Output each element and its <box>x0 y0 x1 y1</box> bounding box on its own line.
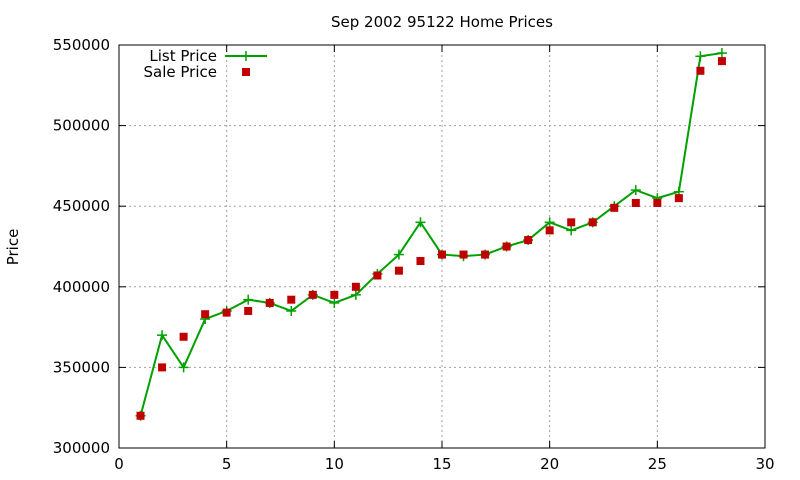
legend-item: Sale Price <box>144 63 250 81</box>
x-tick-label: 20 <box>540 455 559 473</box>
data-point <box>696 66 705 75</box>
legend-swatch-marker <box>241 51 251 61</box>
data-point <box>330 290 339 299</box>
y-axis-label: Price <box>4 229 22 266</box>
x-tick-label: 0 <box>114 455 124 473</box>
data-point <box>416 257 425 266</box>
data-point <box>308 290 317 299</box>
y-tick-label: 450000 <box>53 197 110 215</box>
x-tick-label: 15 <box>432 455 451 473</box>
data-point <box>674 194 683 203</box>
data-point <box>350 289 361 300</box>
series-sale-price <box>136 57 726 420</box>
data-point <box>393 249 404 260</box>
data-point <box>243 294 254 305</box>
data-point <box>222 308 231 317</box>
x-tick-label: 25 <box>648 455 667 473</box>
data-point <box>653 198 662 207</box>
data-point <box>351 282 360 291</box>
data-point <box>567 218 576 227</box>
data-point <box>716 48 727 59</box>
data-point <box>545 226 554 235</box>
y-tick-label: 350000 <box>53 358 110 376</box>
y-tick-label: 300000 <box>53 439 110 457</box>
data-point <box>158 363 167 372</box>
data-point <box>459 250 468 259</box>
data-point <box>588 218 597 227</box>
data-point <box>524 236 533 245</box>
data-point <box>394 266 403 275</box>
data-point <box>136 411 145 420</box>
series-line <box>139 52 723 417</box>
data-point <box>265 298 274 307</box>
legend-swatch-marker <box>242 68 250 76</box>
data-point <box>244 306 253 315</box>
data-point <box>157 330 168 341</box>
legend-item: List Price <box>149 47 267 65</box>
data-point <box>287 295 296 304</box>
data-point <box>329 297 340 308</box>
data-point <box>373 271 382 280</box>
series-list-price <box>135 48 727 421</box>
data-point <box>631 198 640 207</box>
x-tick-label: 5 <box>222 455 232 473</box>
data-point <box>438 250 446 259</box>
data-point <box>502 242 511 251</box>
data-point <box>178 362 189 373</box>
data-point <box>566 225 577 236</box>
data-point <box>179 332 188 341</box>
axis-ticks: 0 5 10 15 20 25 30 300000 350000 400000 450000 5000… <box>53 36 775 473</box>
x-tick-label: 10 <box>325 455 344 473</box>
y-tick-label: 500000 <box>53 117 110 135</box>
y-tick-label: 400000 <box>53 278 110 296</box>
data-point <box>717 57 726 66</box>
data-point <box>286 305 297 316</box>
data-point <box>544 217 555 228</box>
data-point <box>201 310 210 319</box>
data-point <box>610 203 619 212</box>
legend-label: List Price <box>149 47 217 65</box>
x-tick-label: 30 <box>755 455 774 473</box>
data-point <box>481 250 490 259</box>
legend-label: Sale Price <box>144 63 217 81</box>
chart-title: Sep 2002 95122 Home Prices <box>331 13 553 31</box>
series-layer <box>135 48 727 421</box>
y-tick-label: 550000 <box>53 36 110 54</box>
data-point <box>415 217 426 228</box>
data-point <box>630 185 641 196</box>
grid-lines <box>119 45 765 448</box>
data-point <box>695 51 706 62</box>
